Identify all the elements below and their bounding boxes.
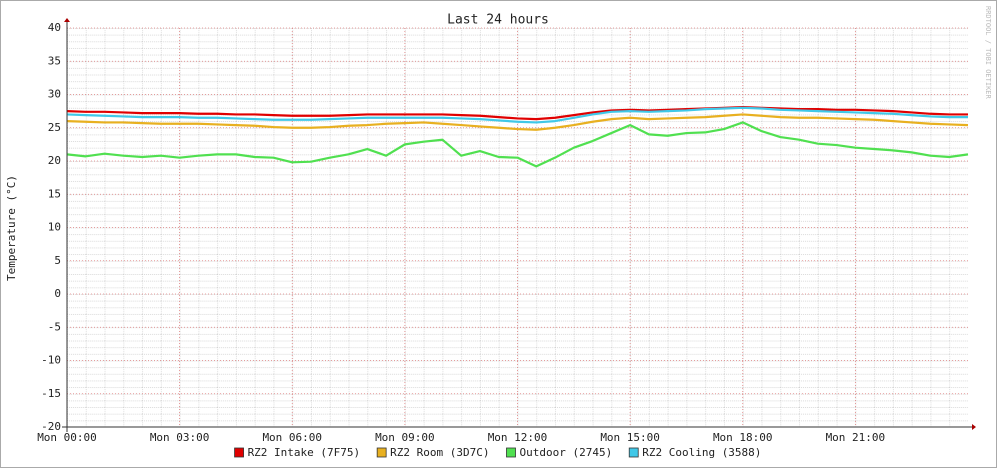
chart-title: Last 24 hours: [447, 13, 549, 28]
legend-swatch: [628, 447, 639, 458]
y-tick-label: 5: [54, 254, 61, 267]
x-tick-label: Mon 12:00: [488, 431, 548, 444]
legend-swatch: [234, 447, 244, 458]
x-tick-label: Mon 00:00: [37, 431, 97, 444]
y-axis-label: Temperature (°C): [5, 175, 18, 281]
y-tick-label: 40: [48, 21, 61, 34]
legend-swatch: [376, 447, 387, 458]
y-tick-label: -5: [48, 320, 61, 333]
y-tick-label: -10: [41, 354, 61, 367]
y-tick-label: 10: [48, 221, 61, 234]
axes: [62, 18, 976, 432]
y-arrow: [64, 18, 70, 22]
watermark: RRDTOOL / TOBI OETIKER: [984, 6, 992, 100]
legend-label: RZ2 Cooling (3588): [642, 446, 761, 459]
series-line: [66, 113, 969, 131]
plot: [66, 106, 969, 168]
x-tick-label: Mon 03:00: [150, 431, 210, 444]
x-tick-label: Mon 06:00: [262, 431, 322, 444]
series-line: [66, 106, 968, 124]
y-tick-label: -20: [41, 420, 61, 433]
legend-label: RZ2 Room (3D7C): [390, 446, 489, 459]
y-tick-label: 30: [48, 88, 61, 101]
legend-label: RZ2 Intake (7F75): [248, 446, 361, 459]
y-tick-label: 20: [48, 154, 61, 167]
y-tick-label: 35: [48, 54, 61, 67]
legend-swatch: [506, 447, 516, 458]
series-line: [66, 106, 968, 121]
y-tick-label: 0: [54, 287, 61, 300]
legend: RZ2 Intake (7F75) RZ2 Room (3D7C) Outdoor …: [234, 446, 761, 459]
x-tick-label: Mon 21:00: [826, 431, 886, 444]
grid: -20 -15 -10 -5 0 5 10 15 20 25 30 35 40 Mon 00:00 Mon …: [37, 21, 968, 444]
y-tick-label: 25: [48, 121, 61, 134]
x-arrow: [972, 424, 976, 430]
y-tick-label: 15: [48, 187, 61, 200]
legend-label: Outdoor (2745): [520, 446, 613, 459]
x-tick-label: Mon 09:00: [375, 431, 435, 444]
series-line: [66, 121, 969, 168]
x-tick-label: Mon 18:00: [713, 431, 773, 444]
y-tick-label: -15: [41, 387, 61, 400]
x-tick-label: Mon 15:00: [600, 431, 660, 444]
